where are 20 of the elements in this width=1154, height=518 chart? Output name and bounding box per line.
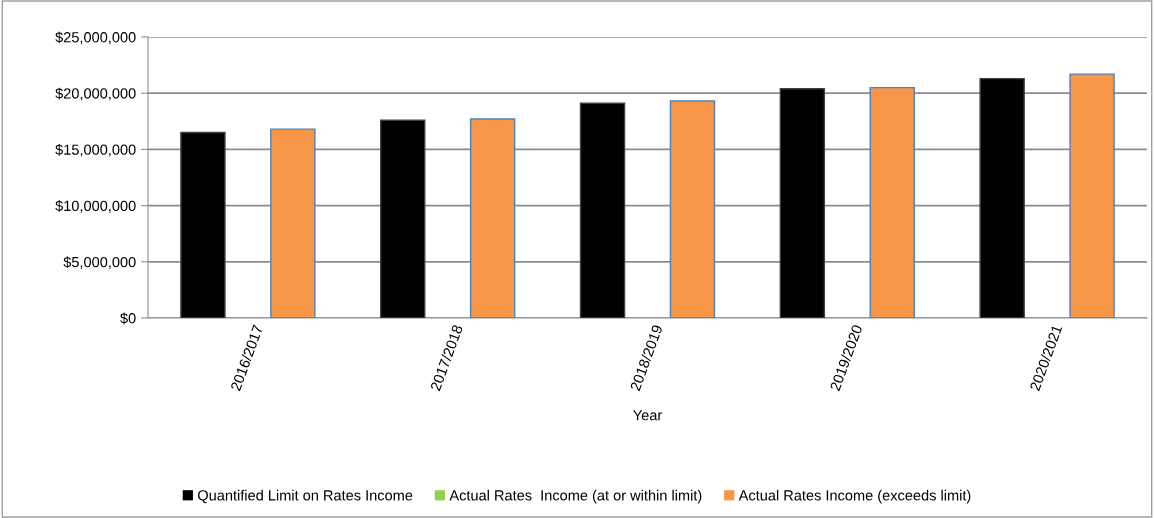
bar [1069, 73, 1115, 318]
y-tick-label: $25,000,000 [55, 31, 136, 45]
y-tick-label: $20,000,000 [55, 87, 136, 101]
y-tick-label: $5,000,000 [63, 256, 136, 269]
bar [380, 119, 426, 318]
bar [270, 128, 316, 318]
bar [579, 102, 626, 318]
bar [669, 100, 716, 318]
x-axis-title: Year [633, 410, 662, 421]
bar [869, 86, 915, 318]
bar [779, 88, 826, 318]
y-tick-label: $10,000,000 [55, 200, 136, 213]
legend-label: Actual Rates Income (exceeds limit) [738, 489, 971, 504]
bar [979, 77, 1025, 318]
bar [180, 131, 226, 318]
y-tick-label: $15,000,000 [55, 143, 136, 157]
y-tick-label: $0 [120, 312, 136, 325]
bar [469, 118, 516, 318]
legend-label: Actual Rates Income (at or within limit) [449, 489, 702, 504]
legend-label: Quantified Limit on Rates Income [198, 489, 413, 504]
